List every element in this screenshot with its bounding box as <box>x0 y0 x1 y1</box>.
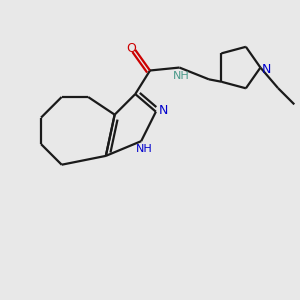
Text: NH: NH <box>136 143 152 154</box>
Text: N: N <box>159 104 168 117</box>
Text: O: O <box>126 42 136 55</box>
Text: NH: NH <box>172 71 189 81</box>
Text: N: N <box>262 62 272 76</box>
